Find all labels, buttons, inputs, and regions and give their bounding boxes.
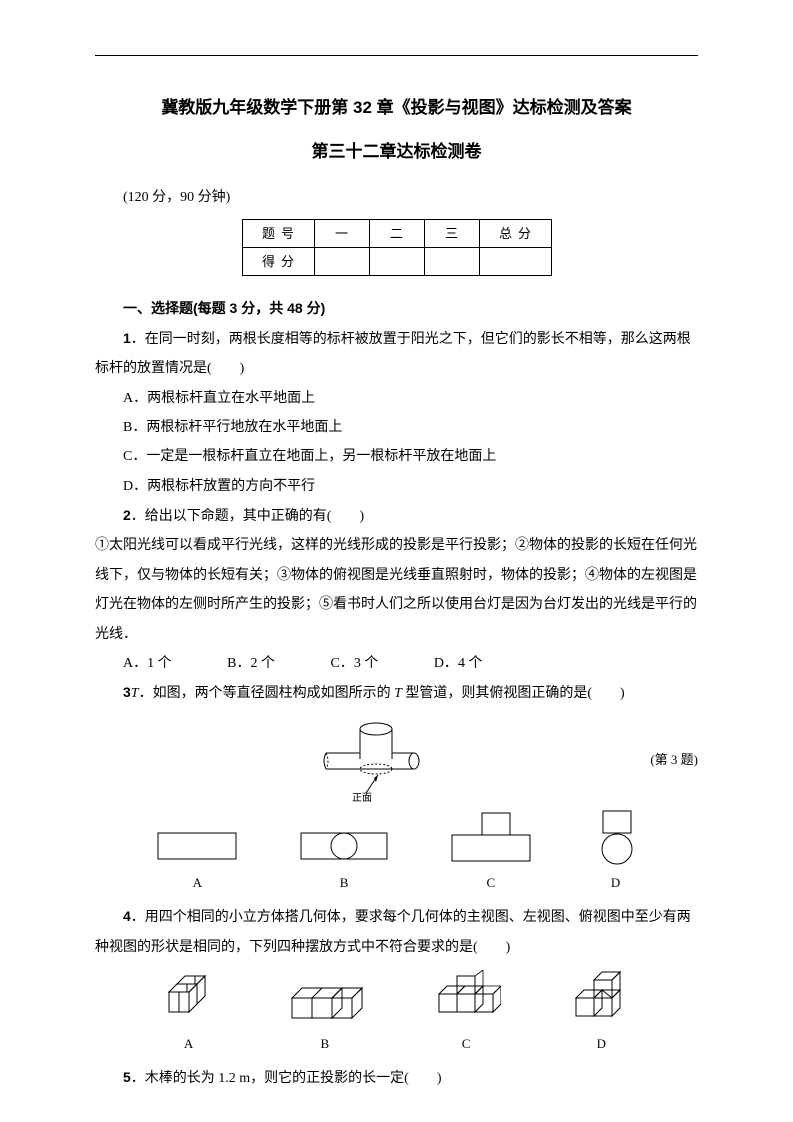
q3-opt-a-fig: A	[152, 827, 242, 896]
q4: 4．用四个相同的小立方体搭几何体，要求每个几何体的主视图、左视图、俯视图中至少有…	[95, 902, 698, 962]
th-col-3: 三	[424, 219, 479, 247]
th-col-1: 一	[314, 219, 369, 247]
q2: 2．给出以下命题，其中正确的有( )	[95, 501, 698, 531]
q1: 1．在同一时刻，两根长度相等的标杆被放置于阳光之下，但它们的影长不相等，那么这两…	[95, 324, 698, 384]
q3-main-figure: 正面 (第 3 题)	[95, 715, 698, 805]
top-rule	[95, 55, 698, 56]
th-label: 题号	[242, 219, 314, 247]
doc-title-2: 第三十二章达标检测卷	[95, 134, 698, 170]
th-col-2: 二	[369, 219, 424, 247]
section-1-heading: 一、选择题(每题 3 分，共 48 分)	[95, 294, 698, 323]
th-total: 总分	[479, 219, 551, 247]
q2-body: ①太阳光线可以看成平行光线，这样的光线形成的投影是平行投影；②物体的投影的长短在…	[95, 531, 698, 649]
score-table: 题号 一 二 三 总分 得分	[242, 219, 552, 277]
q4-opt-d-fig: D	[568, 970, 634, 1057]
q1-opt-d: D．两根标杆放置的方向不平行	[95, 472, 698, 501]
q3-opt-d-fig: D	[591, 809, 641, 896]
q4-options-row: A B C	[95, 966, 698, 1057]
cell-total	[479, 248, 551, 276]
q3-opt-b-fig: B	[297, 825, 391, 896]
svg-text:正面: 正面	[352, 793, 372, 804]
tr-label: 得分	[242, 248, 314, 276]
q4-opt-a-fig: A	[159, 966, 219, 1057]
q1-opt-b: B．两根标杆平行地放在水平地面上	[95, 413, 698, 442]
cell-3	[424, 248, 479, 276]
q3-caption: (第 3 题)	[650, 746, 698, 773]
q3: 3T．如图，两个等直径圆柱构成如图所示的 T 型管道，则其俯视图正确的是( )．…	[95, 678, 698, 708]
q3-opt-c-fig: C	[446, 811, 536, 896]
q2-opts: A．1 个 B．2 个 C．3 个 D．4 个	[95, 649, 698, 678]
t-pipe-icon: 正面	[296, 715, 446, 805]
q4-opt-b-fig: B	[286, 978, 364, 1057]
q3-options-row: A B C D	[95, 809, 698, 896]
cell-1	[314, 248, 369, 276]
q1-opt-c: C．一定是一根标杆直立在地面上，另一根标杆平放在地面上	[95, 442, 698, 471]
doc-title-1: 冀教版九年级数学下册第 32 章《投影与视图》达标检测及答案	[95, 90, 698, 126]
cell-2	[369, 248, 424, 276]
q4-opt-c-fig: C	[431, 970, 501, 1057]
q1-opt-a: A．两根标杆直立在水平地面上	[95, 384, 698, 413]
exam-info: (120 分，90 分钟)	[95, 183, 698, 212]
q5: 5．木棒的长为 1.2 m，则它的正投影的长一定( )	[95, 1063, 698, 1093]
